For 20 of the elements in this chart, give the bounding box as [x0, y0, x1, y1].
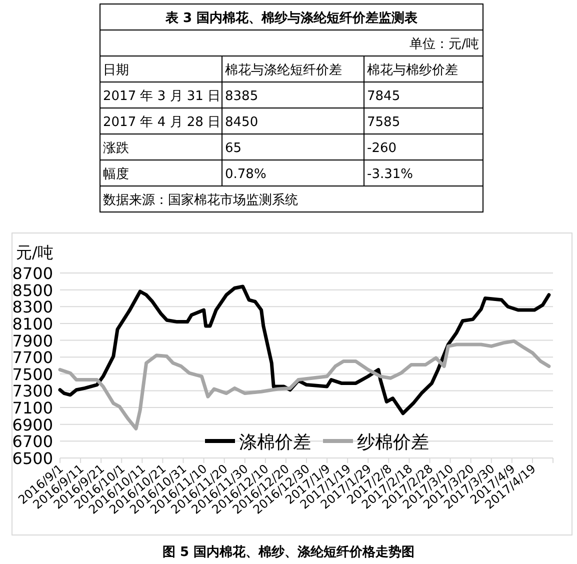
y-tick-label: 8700 — [12, 264, 53, 283]
line-series — [58, 339, 551, 430]
y-tick-label: 7500 — [12, 364, 53, 384]
y-tick-label: 8300 — [12, 298, 53, 317]
text: 图 5 国内棉花、棉纱、涤纶短纤价格走势图 — [162, 544, 415, 560]
y-tick-label: 7900 — [12, 331, 53, 350]
y-tick-label: 6500 — [12, 449, 53, 468]
y-tick-label: 8500 — [12, 280, 53, 300]
legend-label: 涤棉价差 — [239, 432, 311, 453]
y-tick-label: 7300 — [12, 382, 53, 401]
y-tick-label: 6700 — [12, 432, 53, 452]
line-series — [58, 284, 551, 416]
source-note: 数据来源：国家棉花市场监测系统 — [103, 192, 298, 208]
y-axis-title: 元/吨 — [16, 243, 54, 262]
y-tick-label: 6900 — [12, 415, 53, 434]
y-tick-label: 7100 — [12, 398, 53, 418]
legend-label: 纱棉价差 — [357, 432, 429, 453]
y-tick-label: 8100 — [12, 314, 53, 334]
y-tick-label: 7700 — [12, 348, 53, 368]
table: 表 3 国内棉花、棉纱与涤纶短纤价差监测表 单位：元/吨 日期 棉花与涤纶短纤价差 棉花与棉纱价差 2017 年 3 月 31 日 8385 7845 2017 年 4 月 28 日 8450 7585 涨跌 65 -260 幅度 0.78% -3.31% 数据来源：国家棉花市场监测系统 — [100, 4, 484, 212]
